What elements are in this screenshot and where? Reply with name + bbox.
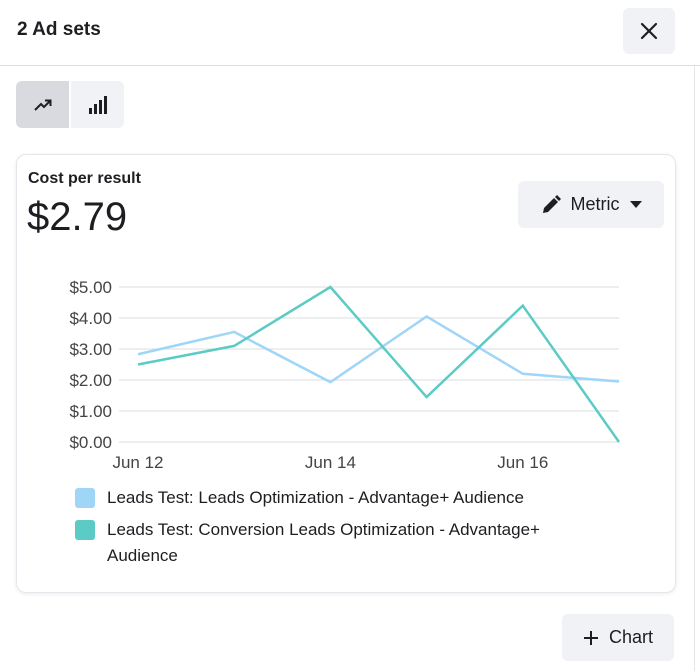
metric-label: Cost per result (28, 170, 141, 187)
add-chart-label: Chart (608, 627, 653, 647)
pencil-icon (542, 194, 561, 213)
legend-item[interactable]: Leads Test: Leads Optimization - Advanta… (75, 485, 595, 511)
y-tick-label: $5.00 (69, 278, 112, 297)
metric-dropdown-button[interactable]: Metric (518, 181, 664, 228)
legend-item[interactable]: Leads Test: Conversion Leads Optimizatio… (75, 517, 595, 569)
series-line (137, 314, 620, 384)
series-line (137, 285, 621, 443)
x-tick-label: Jun 12 (112, 453, 163, 472)
bar-chart-view-button[interactable] (71, 81, 124, 128)
plus-icon (583, 630, 598, 645)
legend-swatch (75, 520, 95, 540)
x-tick-label: Jun 16 (497, 453, 548, 472)
x-tick-label: Jun 14 (305, 453, 356, 472)
page-title: 2 Ad sets (17, 19, 101, 40)
caret-down-icon (629, 200, 642, 208)
y-tick-label: $0.00 (69, 433, 112, 452)
line-chart: $0.00 $1.00 $2.00 $3.00 $4.00 $5.00 Jun 12 Jun … (69, 278, 621, 472)
bar-chart-icon (88, 95, 107, 114)
y-tick-label: $4.00 (69, 309, 112, 328)
header: 2 Ad sets (0, 0, 700, 66)
y-tick-label: $3.00 (69, 340, 112, 359)
line-chart-view-button[interactable] (16, 81, 69, 128)
y-tick-label: $2.00 (69, 371, 112, 390)
metric-value: $2.79 (27, 195, 128, 239)
view-toggle (16, 81, 124, 128)
legend-label: Leads Test: Leads Optimization - Advanta… (107, 488, 524, 507)
legend-label: Leads Test: Conversion Leads Optimizatio… (107, 520, 540, 565)
close-button[interactable] (623, 8, 675, 54)
metric-button-label: Metric (570, 194, 620, 214)
scrollbar-track[interactable] (694, 66, 695, 671)
chart-legend: Leads Test: Leads Optimization - Advanta… (75, 485, 595, 575)
add-chart-button[interactable]: Chart (562, 614, 674, 661)
close-icon (640, 22, 658, 40)
chart-card: Cost per result $2.79 Metric $0.00 $1.00 $… (16, 154, 676, 593)
trending-line-icon (33, 99, 51, 111)
legend-swatch (75, 488, 95, 508)
y-tick-label: $1.00 (69, 402, 112, 421)
